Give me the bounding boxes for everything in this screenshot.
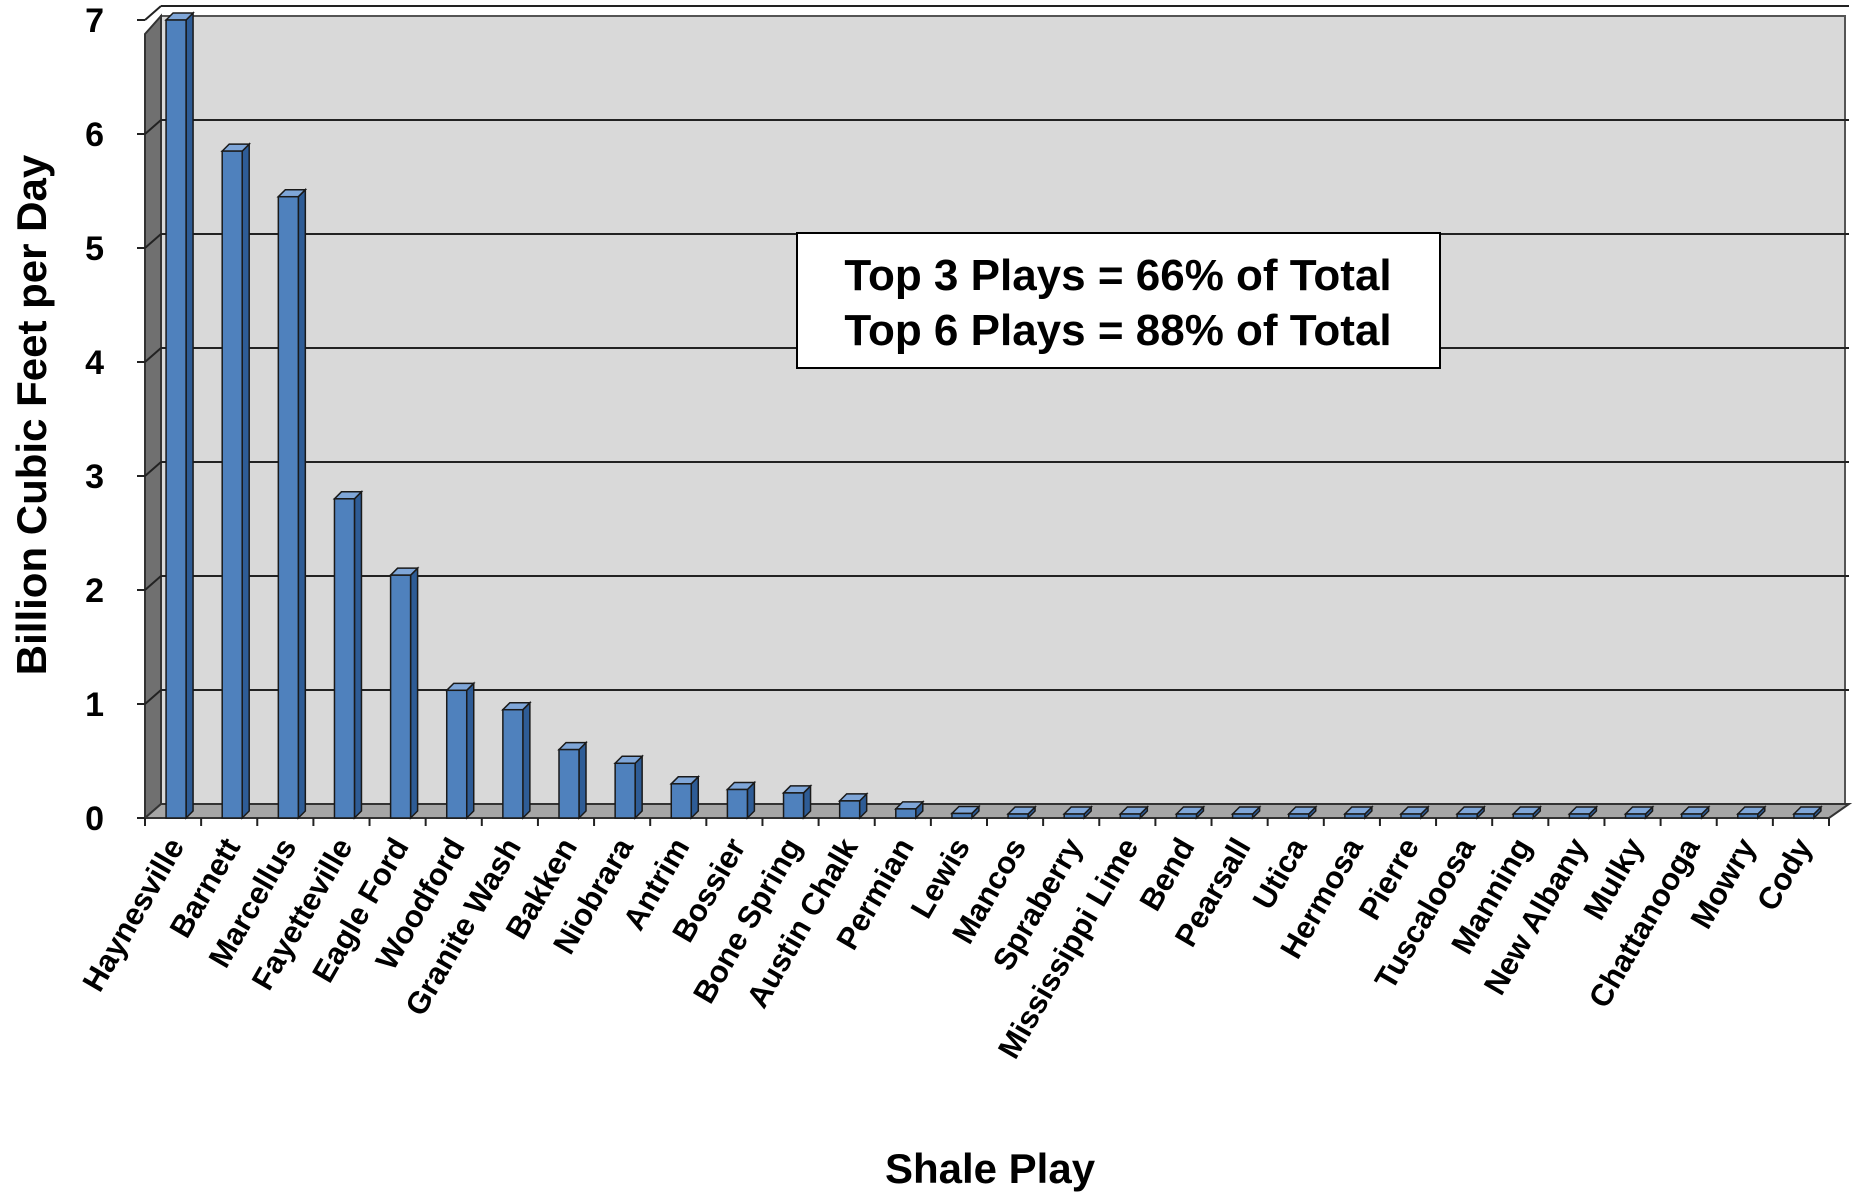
bar <box>388 566 420 820</box>
bar <box>220 142 252 820</box>
bar-front <box>1512 813 1535 819</box>
bar <box>444 681 476 820</box>
bar-front <box>333 498 356 819</box>
y-tick-label: 6 <box>85 116 104 154</box>
bar-front <box>726 788 749 819</box>
bar-front <box>1624 813 1647 819</box>
y-tick-label: 3 <box>85 458 104 496</box>
bar <box>1174 805 1206 820</box>
bar <box>1399 805 1430 820</box>
bar <box>276 187 308 820</box>
bar-front <box>1119 813 1142 819</box>
bar <box>1062 805 1094 820</box>
bar-front <box>445 689 468 819</box>
x-axis-title: Shale Play <box>885 1145 1096 1192</box>
bar-front <box>1175 813 1198 819</box>
bar-front <box>1344 813 1366 819</box>
bar-front <box>165 19 187 819</box>
y-tick-label: 5 <box>85 230 104 268</box>
y-tick-label: 0 <box>85 800 104 838</box>
back-wall <box>160 15 1846 805</box>
bar-side <box>465 681 475 820</box>
gridline-side <box>144 233 162 249</box>
bar-front <box>1456 813 1478 819</box>
gridline-side <box>144 347 162 363</box>
y-tick-label: 4 <box>85 344 104 382</box>
gridline-side <box>144 5 162 21</box>
annotation-box: Top 3 Plays = 66% of Total Top 6 Plays =… <box>796 232 1441 369</box>
bar <box>1792 805 1823 820</box>
gridline-side <box>144 461 162 477</box>
bar <box>1006 805 1037 820</box>
bar-front <box>1007 813 1029 819</box>
y-tick-labels: 0 1 2 3 4 5 6 7 <box>85 2 145 838</box>
bar-side <box>522 700 531 820</box>
bar <box>1118 805 1150 820</box>
bar-side <box>297 187 307 820</box>
bar-front <box>1231 813 1254 819</box>
bar <box>781 784 813 820</box>
bar <box>1679 805 1711 820</box>
bar <box>950 804 981 820</box>
bar-front <box>670 783 693 819</box>
bar-front <box>838 800 861 819</box>
bar-side <box>185 11 194 820</box>
annotation-line-1: Top 3 Plays = 66% of Total <box>844 251 1391 300</box>
bar-front <box>1737 813 1759 819</box>
bar-front <box>389 574 412 819</box>
x-tick-label: Cody <box>1750 831 1819 916</box>
bar-front <box>558 748 580 819</box>
bars <box>164 11 1823 820</box>
bar <box>1455 805 1486 820</box>
bar-front <box>1063 813 1085 819</box>
bar <box>501 700 532 820</box>
bar-front <box>782 792 805 819</box>
bar <box>1735 805 1767 820</box>
y-tick-label: 2 <box>85 572 104 610</box>
y-axis-title: Billion Cubic Feet per Day <box>8 154 55 675</box>
bar <box>1230 805 1262 820</box>
bar <box>164 11 195 820</box>
y-tick-label: 7 <box>85 2 104 40</box>
chart-walls <box>142 13 1853 821</box>
gridline-side <box>144 575 162 591</box>
bar <box>557 740 588 820</box>
bar-side <box>353 489 363 820</box>
y-tick-label: 1 <box>85 686 104 724</box>
bar-front <box>614 762 636 819</box>
bar <box>332 489 364 820</box>
bar-front <box>502 708 524 819</box>
gridline-side <box>144 119 162 135</box>
bar-front <box>951 812 973 819</box>
bar <box>669 774 701 820</box>
bar-front <box>1287 813 1310 819</box>
bar-front <box>895 808 917 819</box>
bar-front <box>221 150 243 819</box>
bar <box>1623 805 1655 820</box>
bar-side <box>578 740 587 820</box>
gridline-side <box>144 689 162 705</box>
annotation-line-2: Top 6 Plays = 88% of Total <box>844 306 1391 355</box>
bar-side <box>634 754 643 820</box>
bar <box>893 800 925 820</box>
bar <box>1343 805 1374 820</box>
bar-front <box>1793 813 1815 819</box>
bar <box>613 754 644 820</box>
bar <box>1511 805 1543 820</box>
bar-side <box>241 142 250 820</box>
bar-front <box>1400 813 1422 819</box>
x-tick-labels: HaynesvilleBarnettMarcellusFayettevilleE… <box>76 818 1830 1064</box>
bar-front <box>1568 813 1591 819</box>
bar <box>725 780 757 820</box>
bar-side <box>409 566 419 820</box>
bar <box>1286 805 1318 820</box>
bar-front <box>1680 813 1703 819</box>
bar <box>837 792 869 820</box>
bar-front <box>277 195 300 819</box>
bar <box>1567 805 1599 820</box>
